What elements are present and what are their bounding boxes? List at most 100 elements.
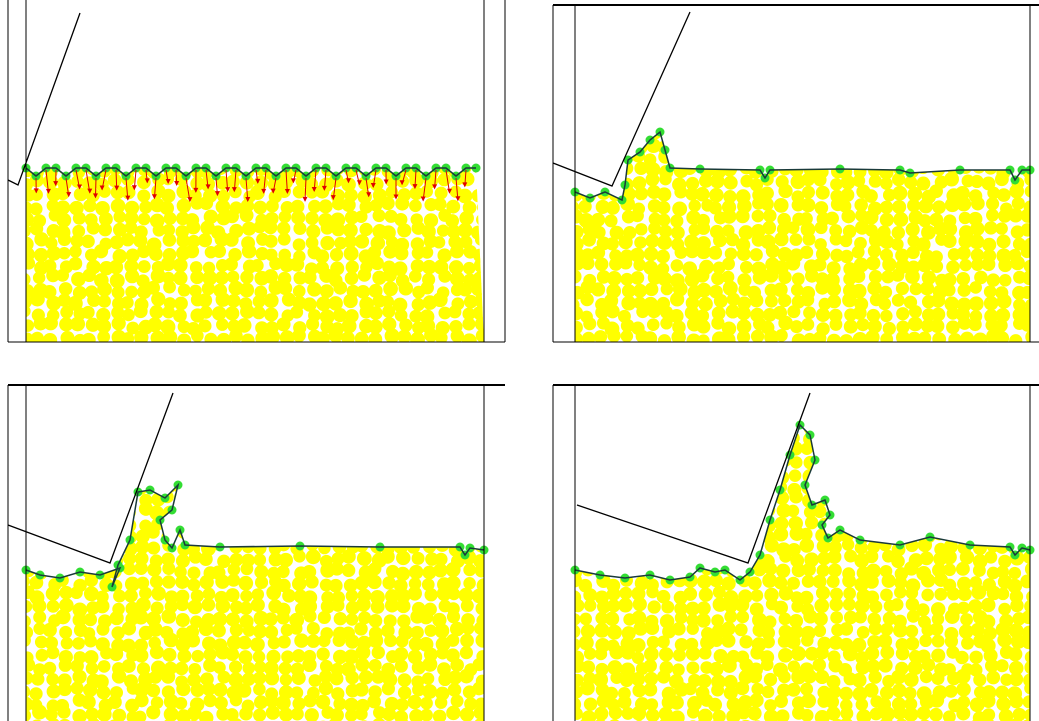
particle <box>948 410 962 424</box>
particle <box>725 430 738 443</box>
particle <box>969 139 982 152</box>
particle <box>293 550 306 563</box>
particle <box>891 670 906 685</box>
particle <box>643 551 657 565</box>
particle <box>190 344 204 358</box>
particle <box>607 502 622 517</box>
particle <box>121 296 134 309</box>
particle <box>930 260 943 273</box>
particle <box>213 683 227 697</box>
particle <box>460 494 473 507</box>
particle <box>343 152 356 165</box>
particle <box>73 150 86 163</box>
particle <box>957 284 970 297</box>
particle <box>582 332 595 345</box>
particle <box>714 430 728 444</box>
particle <box>766 244 780 258</box>
particle <box>644 502 657 515</box>
particle <box>122 621 136 635</box>
particle <box>739 635 752 648</box>
particle <box>381 515 396 530</box>
particle <box>265 150 279 164</box>
particle <box>880 333 893 346</box>
particle <box>708 698 722 712</box>
particle <box>174 149 189 164</box>
particle <box>581 149 595 163</box>
particle <box>635 187 649 201</box>
particle <box>332 599 345 612</box>
particle <box>397 341 411 355</box>
particle <box>787 221 800 234</box>
particle <box>619 256 632 269</box>
particle <box>969 479 983 493</box>
particle <box>110 343 123 356</box>
particle <box>740 434 753 447</box>
particle <box>673 550 686 563</box>
particle <box>894 586 907 599</box>
particle <box>461 599 474 612</box>
particle <box>878 297 891 310</box>
particle <box>98 295 111 308</box>
particle <box>31 465 45 479</box>
particle <box>814 407 827 420</box>
particle <box>790 233 803 246</box>
particle <box>973 673 986 686</box>
particle <box>239 345 253 359</box>
particle <box>946 432 960 446</box>
blade <box>8 13 80 185</box>
particle <box>696 506 710 520</box>
particle <box>892 503 907 518</box>
particle <box>843 118 857 132</box>
particle <box>198 150 212 164</box>
particle <box>826 345 839 358</box>
particle <box>606 201 620 215</box>
particle <box>933 138 947 152</box>
particle <box>448 470 462 484</box>
panel <box>8 385 505 721</box>
particle <box>396 492 411 507</box>
particle <box>996 154 1009 167</box>
particle <box>633 284 647 298</box>
particle <box>69 492 82 505</box>
particle <box>801 693 816 708</box>
particle <box>1025 651 1038 664</box>
particle <box>633 408 646 421</box>
particle <box>762 453 777 468</box>
particle <box>994 331 1009 346</box>
particle <box>930 420 944 434</box>
particle <box>579 516 593 530</box>
particle <box>81 501 96 516</box>
particle <box>838 408 852 422</box>
blade <box>553 12 690 186</box>
particle <box>108 173 122 187</box>
particle <box>33 517 46 530</box>
particle <box>134 562 147 575</box>
particle <box>736 421 749 434</box>
particle <box>191 329 204 342</box>
particle <box>841 514 854 527</box>
particle <box>580 293 593 306</box>
particle <box>345 492 358 505</box>
particle <box>358 268 372 282</box>
particle <box>1021 223 1034 236</box>
particle <box>84 482 98 496</box>
particle <box>334 612 347 625</box>
particle <box>670 696 684 710</box>
particle <box>943 234 957 248</box>
particle <box>372 492 387 507</box>
particle <box>173 309 187 323</box>
particle <box>632 706 647 721</box>
particle <box>844 320 858 334</box>
particle <box>60 331 74 345</box>
particle <box>840 334 854 348</box>
particle <box>930 319 944 333</box>
particle <box>882 410 895 423</box>
particle <box>697 334 709 346</box>
particle <box>45 493 59 507</box>
particle <box>1021 530 1035 544</box>
particle <box>1023 695 1036 708</box>
particle <box>775 345 790 360</box>
particle <box>187 517 201 531</box>
particle <box>212 306 227 321</box>
particle <box>278 493 291 506</box>
